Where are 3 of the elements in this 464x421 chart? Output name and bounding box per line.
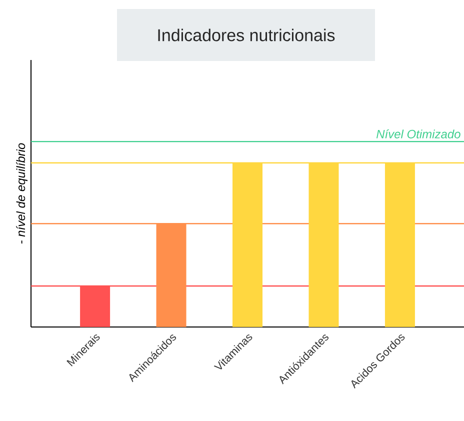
ref-line-label: Nível Otimizado xyxy=(376,129,460,138)
y-axis-title: - nível de equilíbrio xyxy=(16,143,28,244)
chart-title: Indicadores nutricionais xyxy=(158,28,335,42)
